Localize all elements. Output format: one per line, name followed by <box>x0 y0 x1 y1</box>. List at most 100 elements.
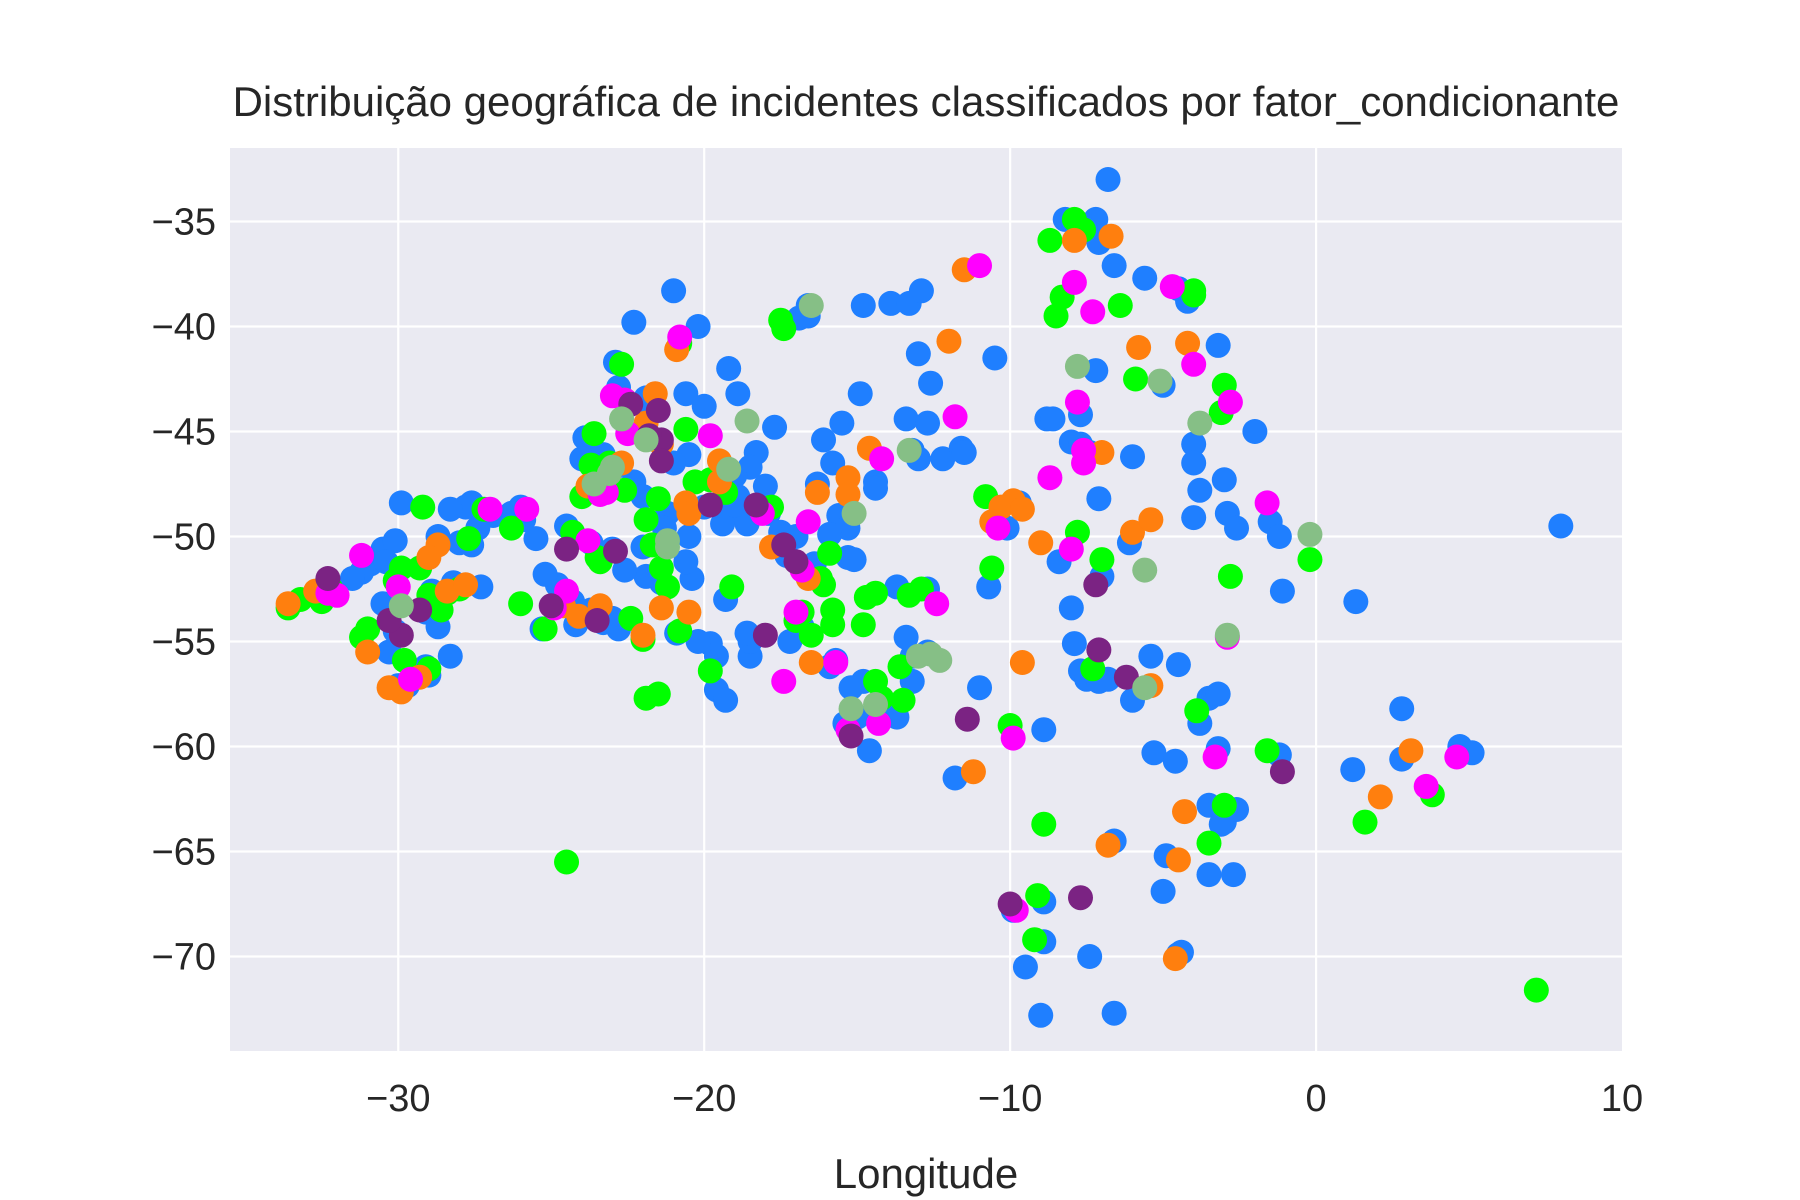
data-point <box>896 437 922 463</box>
data-point <box>1123 366 1149 392</box>
chart-title: Distribuição geográfica de incidentes cl… <box>233 78 1620 125</box>
data-point <box>1095 167 1121 192</box>
data-point <box>838 675 864 701</box>
data-point <box>1269 759 1295 785</box>
data-point <box>437 496 463 522</box>
data-point <box>798 622 824 648</box>
data-point <box>1297 521 1323 547</box>
data-point <box>1080 656 1106 682</box>
data-point <box>798 650 824 675</box>
data-point <box>752 622 778 648</box>
data-point <box>685 629 711 654</box>
data-point <box>376 675 402 701</box>
data-point <box>667 324 693 350</box>
data-point <box>633 427 659 453</box>
x-tick-label: −20 <box>672 1078 736 1120</box>
data-point <box>1196 830 1222 856</box>
data-point <box>676 524 702 549</box>
data-point <box>609 351 635 377</box>
data-point <box>719 574 745 600</box>
data-point <box>645 398 671 423</box>
data-point <box>1269 578 1295 604</box>
data-point <box>713 687 739 713</box>
data-point <box>1061 269 1087 295</box>
y-tick-label: −55 <box>152 622 216 664</box>
data-point <box>1343 589 1369 615</box>
x-axis-label: Longitude <box>834 1150 1019 1197</box>
data-point <box>382 528 408 554</box>
data-point <box>339 566 365 591</box>
data-point <box>783 599 809 625</box>
data-point <box>1181 431 1207 457</box>
data-point <box>691 393 717 419</box>
data-point <box>1064 353 1090 379</box>
data-point <box>1012 954 1038 980</box>
data-point <box>1067 885 1093 911</box>
data-point <box>863 692 889 717</box>
data-point <box>1138 507 1164 533</box>
data-point <box>1009 496 1035 522</box>
data-point <box>1254 738 1280 764</box>
data-point <box>1150 878 1176 904</box>
data-point <box>1413 773 1439 799</box>
data-point <box>866 710 892 736</box>
x-tick-label: −10 <box>978 1078 1042 1120</box>
data-point <box>1175 330 1201 356</box>
data-point <box>1147 368 1173 394</box>
data-point <box>771 668 797 694</box>
data-point <box>936 328 962 354</box>
y-tick-label: −35 <box>152 202 216 244</box>
data-point <box>1211 792 1237 818</box>
data-point <box>667 618 693 644</box>
data-point <box>905 341 931 367</box>
data-point <box>676 500 702 526</box>
data-point <box>1202 744 1228 770</box>
data-point <box>856 738 882 764</box>
data-point <box>1214 622 1240 648</box>
data-point <box>1184 698 1210 724</box>
data-point <box>1000 725 1026 751</box>
data-point <box>349 542 375 568</box>
data-point <box>391 647 417 673</box>
data-point <box>930 446 956 472</box>
data-point <box>710 511 736 537</box>
data-point <box>1548 513 1574 539</box>
data-point <box>887 654 913 680</box>
data-point <box>924 591 950 617</box>
data-point <box>869 446 895 472</box>
data-point <box>985 515 1011 541</box>
data-point <box>1132 557 1158 583</box>
data-point <box>633 507 659 533</box>
data-point <box>388 593 414 619</box>
data-point <box>1187 410 1213 436</box>
data-point <box>795 509 821 535</box>
data-point <box>1162 946 1188 972</box>
data-point <box>355 639 381 665</box>
data-point <box>456 526 482 552</box>
data-points <box>275 167 1574 1028</box>
data-point <box>532 616 558 642</box>
data-point <box>1181 351 1207 377</box>
data-point <box>823 650 849 675</box>
data-point <box>1242 419 1268 444</box>
data-point <box>967 253 993 279</box>
data-point <box>498 515 524 541</box>
data-point <box>1089 547 1115 573</box>
data-point <box>841 547 867 573</box>
data-point <box>532 561 558 587</box>
data-point <box>1086 637 1112 663</box>
data-point <box>697 658 723 684</box>
x-tick-label: 10 <box>1601 1078 1643 1120</box>
data-point <box>1037 465 1063 491</box>
data-point <box>1181 282 1207 308</box>
data-point <box>1389 696 1415 722</box>
data-point <box>976 574 1002 600</box>
data-point <box>437 643 463 669</box>
data-point <box>1187 477 1213 503</box>
data-point <box>734 408 760 434</box>
data-point <box>1061 227 1087 253</box>
data-point <box>1211 467 1237 493</box>
data-point <box>982 345 1008 371</box>
data-point <box>1297 547 1323 573</box>
data-point <box>453 572 479 598</box>
